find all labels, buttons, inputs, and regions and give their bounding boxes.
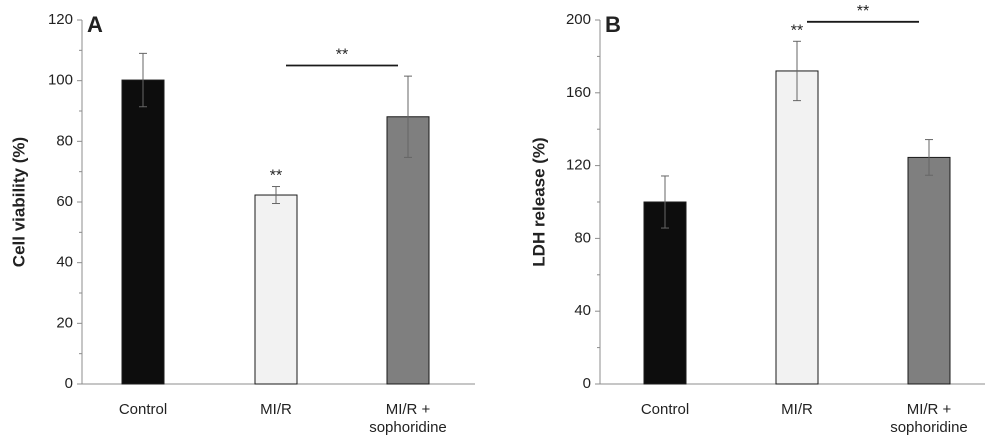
x-category-label: MI/R <box>260 401 292 418</box>
bar <box>121 79 165 385</box>
bar <box>907 156 951 385</box>
y-tick-label: 80 <box>56 132 73 149</box>
significance-stars: ** <box>336 47 348 64</box>
bar <box>643 201 687 385</box>
panel-letter: B <box>605 12 621 37</box>
panel-b: B 0 40 80 120 160 200 LDH release (%) Control MI/… <box>529 3 985 436</box>
y-tick-label: 120 <box>48 11 73 28</box>
x-category-label: MI/R + <box>386 401 431 418</box>
significance-stars: ** <box>791 22 803 39</box>
significance-stars: ** <box>857 3 869 20</box>
panel-a: A 0 20 40 60 80 100 120 Cell viability (%) Contro… <box>9 11 475 436</box>
y-axis-title: LDH release (%) <box>529 137 548 266</box>
y-tick-label: 60 <box>56 193 73 210</box>
y-tick-label: 160 <box>566 84 591 101</box>
x-category-label: Control <box>641 401 689 418</box>
bar <box>775 70 819 385</box>
y-tick-label: 0 <box>583 375 591 392</box>
x-category-label: MI/R + <box>907 401 952 418</box>
bar <box>386 116 430 385</box>
y-tick-label: 40 <box>56 254 73 271</box>
y-tick-label: 200 <box>566 11 591 28</box>
x-category-label: sophoridine <box>890 419 968 436</box>
y-tick-label: 100 <box>48 72 73 89</box>
y-tick-label: 80 <box>574 229 591 246</box>
y-tick-label: 40 <box>574 302 591 319</box>
y-tick-label: 20 <box>56 314 73 331</box>
x-category-label: sophoridine <box>369 419 447 436</box>
y-tick-label: 0 <box>65 375 73 392</box>
y-tick-label: 120 <box>566 157 591 174</box>
x-category-label: MI/R <box>781 401 813 418</box>
panel-letter: A <box>87 12 103 37</box>
y-axis-title: Cell viability (%) <box>9 137 28 267</box>
significance-stars: ** <box>270 168 282 185</box>
x-category-label: Control <box>119 401 167 418</box>
bar <box>254 194 298 385</box>
